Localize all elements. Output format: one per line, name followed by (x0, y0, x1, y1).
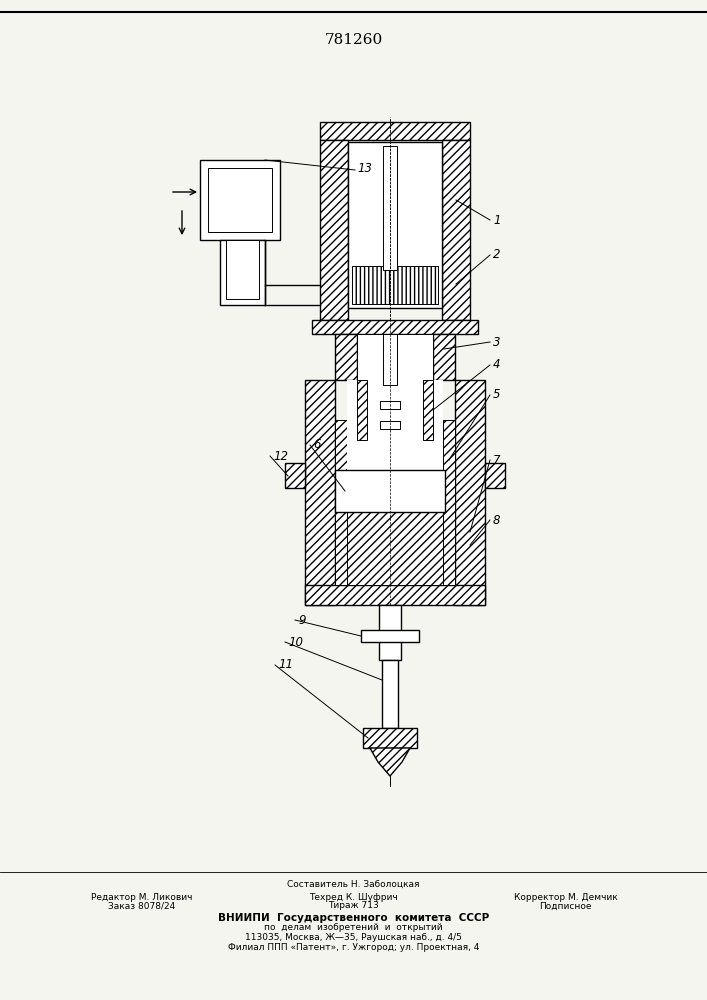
Text: ВНИИПИ  Государственного  комитета  СССР: ВНИИПИ Государственного комитета СССР (218, 913, 489, 923)
Text: Корректор М. Демчик: Корректор М. Демчик (514, 892, 617, 902)
Text: 1: 1 (493, 214, 501, 227)
Bar (347, 380, 443, 585)
Bar (335, 470, 445, 512)
Text: 781260: 781260 (325, 33, 383, 47)
Bar (312, 320, 478, 334)
Text: 3: 3 (493, 336, 501, 349)
Bar (226, 240, 259, 299)
Bar (382, 660, 398, 728)
Bar (442, 140, 470, 320)
Text: Заказ 8078/24: Заказ 8078/24 (107, 902, 175, 910)
Polygon shape (370, 748, 410, 776)
Bar (347, 512, 443, 585)
Text: Подписное: Подписное (539, 902, 592, 910)
Bar (285, 463, 305, 488)
Bar (380, 401, 400, 409)
Text: 13: 13 (357, 161, 372, 174)
Text: 6: 6 (313, 438, 320, 452)
Bar (320, 122, 470, 140)
Bar (335, 420, 347, 585)
Text: 9: 9 (298, 613, 305, 626)
Text: 113035, Москва, Ж—35, Раушская наб., д. 4/5: 113035, Москва, Ж—35, Раушская наб., д. … (245, 934, 462, 942)
Bar (335, 334, 357, 380)
Bar (352, 266, 438, 304)
Bar (455, 380, 485, 605)
Bar (357, 380, 367, 440)
Text: Редактор М. Ликович: Редактор М. Ликович (90, 892, 192, 902)
Text: по  делам  изобретений  и  открытий: по делам изобретений и открытий (264, 924, 443, 932)
Bar (357, 334, 433, 380)
Text: Составитель Н. Заболоцкая: Составитель Н. Заболоцкая (287, 880, 420, 888)
Bar (200, 160, 280, 240)
Text: 7: 7 (493, 454, 501, 466)
Text: 5: 5 (493, 388, 501, 401)
Bar (305, 380, 335, 605)
Bar (220, 240, 265, 305)
Text: 12: 12 (273, 450, 288, 462)
Text: Техред К. Шуфрич: Техред К. Шуфрич (309, 892, 398, 902)
Bar (433, 334, 455, 380)
Text: 2: 2 (493, 248, 501, 261)
Text: 10: 10 (288, 636, 303, 648)
Text: Тираж 713: Тираж 713 (328, 902, 379, 910)
Bar (379, 605, 401, 660)
Bar (320, 140, 348, 320)
Text: 4: 4 (493, 359, 501, 371)
Bar (383, 146, 397, 270)
Bar (361, 630, 419, 642)
Bar (305, 585, 485, 605)
Bar (208, 168, 272, 232)
Text: 11: 11 (278, 658, 293, 672)
Text: Филиал ППП «Патент», г. Ужгород; ул. Проектная, 4: Филиал ППП «Патент», г. Ужгород; ул. Про… (228, 944, 479, 952)
Bar (443, 420, 455, 585)
Bar (363, 728, 417, 748)
Bar (423, 380, 433, 440)
Bar (485, 463, 505, 488)
Bar (348, 142, 442, 308)
Bar (383, 334, 397, 385)
Text: 8: 8 (493, 514, 501, 526)
Bar (380, 421, 400, 429)
